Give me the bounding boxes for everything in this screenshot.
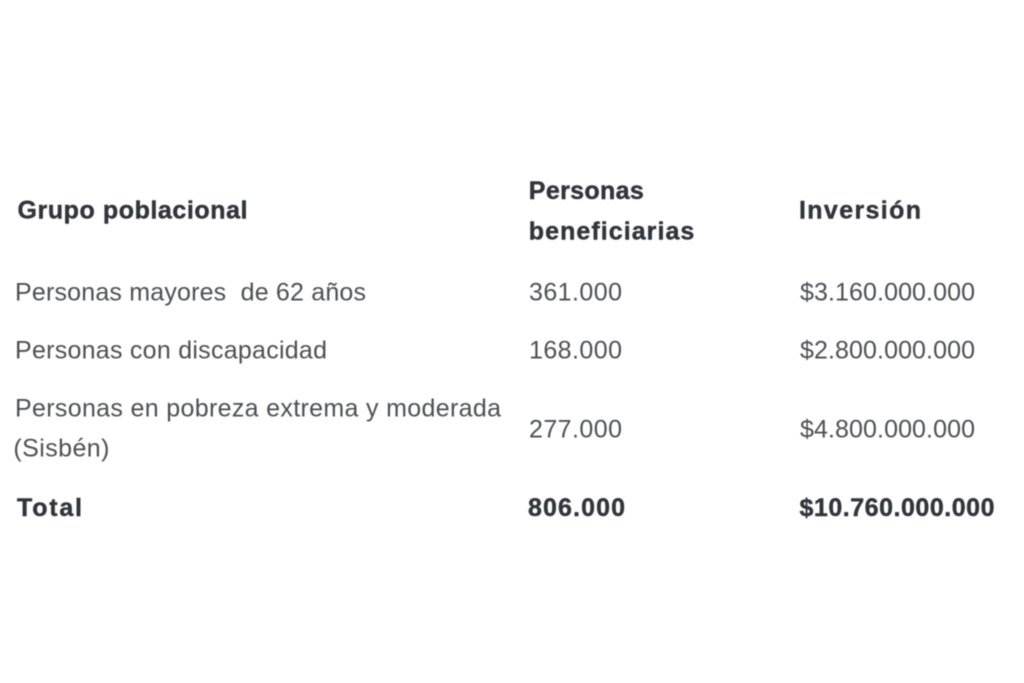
svg-text:Personas: Personas [529, 177, 644, 205]
svg-text:Inversión: Inversión [799, 197, 921, 225]
svg-text:Personas mayores de 62 años: Personas mayores de 62 años [15, 278, 366, 306]
svg-text:Total: Total [17, 494, 82, 522]
svg-text:168.000: 168.000 [529, 336, 622, 364]
svg-text:277.000: 277.000 [529, 415, 622, 443]
svg-text:806.000: 806.000 [528, 494, 625, 522]
svg-text:Personas con discapacidad: Personas con discapacidad [15, 336, 327, 364]
svg-text:$10.760.000.000: $10.760.000.000 [800, 494, 995, 522]
svg-text:361.000: 361.000 [529, 278, 622, 306]
svg-text:$2.800.000.000: $2.800.000.000 [800, 336, 975, 364]
svg-text:$3.160.000.000: $3.160.000.000 [800, 278, 975, 306]
svg-text:beneficiarias: beneficiarias [529, 217, 695, 245]
svg-text:(Sisbén): (Sisbén) [13, 435, 109, 463]
svg-text:Grupo poblacional: Grupo poblacional [18, 197, 248, 225]
svg-text:Personas en pobreza extrema y: Personas en pobreza extrema y moderada [15, 395, 501, 423]
svg-text:$4.800.000.000: $4.800.000.000 [800, 415, 975, 443]
